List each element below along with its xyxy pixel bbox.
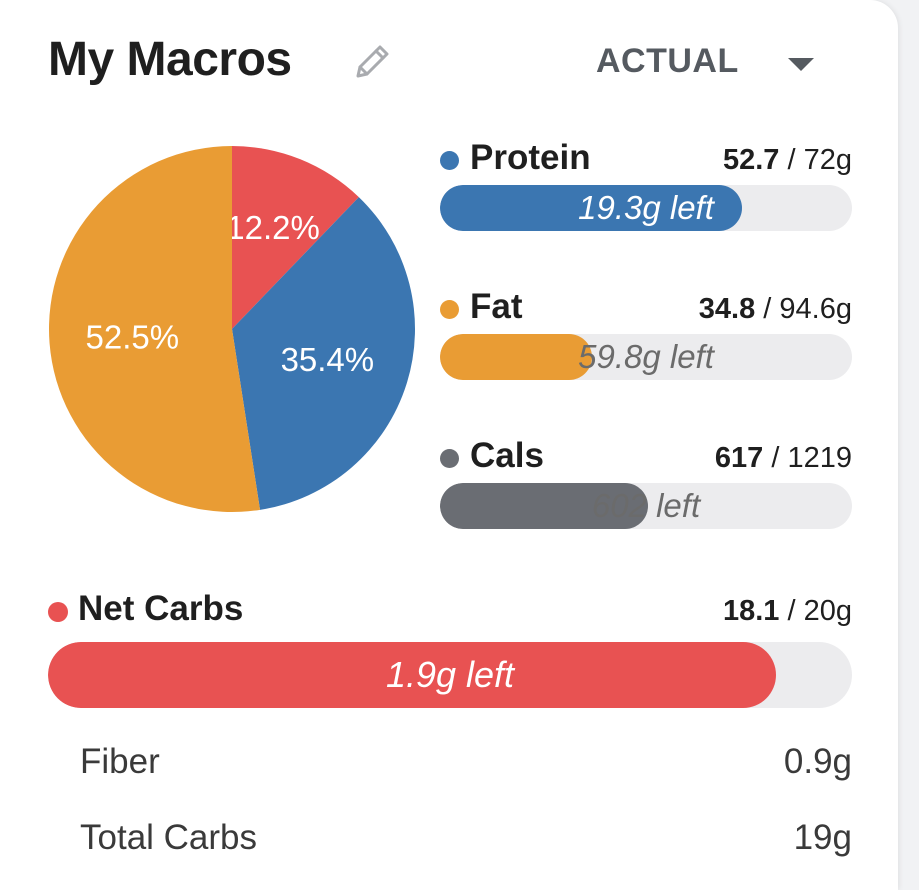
net-carbs-progress-bar: 1.9g left — [48, 642, 852, 708]
detail-value: 19g — [793, 818, 852, 857]
macro-name: Protein — [470, 138, 591, 177]
detail-label: Fiber — [80, 742, 160, 781]
pie-slice — [48, 146, 261, 512]
protein-progress-bar: 19.3g left — [440, 185, 852, 231]
pie-slice — [232, 146, 359, 329]
detail-value: 0.9g — [783, 742, 852, 781]
protein-dot — [440, 151, 459, 170]
progress-fill — [440, 334, 592, 380]
macro-amount: 18.1 / 20g — [722, 595, 852, 627]
remaining-label: 59.8g left — [578, 338, 714, 375]
macro-amount: 34.8 / 94.6g — [698, 293, 852, 325]
macro-amount: 52.7 / 72g — [722, 144, 852, 176]
progress-fill — [440, 185, 742, 231]
cals-dot — [440, 449, 459, 468]
pencil-icon[interactable] — [350, 40, 394, 84]
pie-slice — [232, 197, 415, 510]
pie-slice-label: 35.4% — [281, 341, 375, 378]
fat-dot — [440, 300, 459, 319]
macro-pie-chart: 12.2% 35.4% 52.5% — [48, 146, 415, 512]
cals-progress-bar: 602 left — [440, 483, 852, 529]
remaining-label: 602 left — [591, 487, 701, 524]
detail-label: Total Carbs — [80, 818, 258, 857]
mode-selector-label[interactable]: ACTUAL — [596, 42, 739, 80]
macro-name: Cals — [470, 436, 544, 475]
progress-fill — [440, 483, 649, 529]
net-carbs-dot — [48, 602, 68, 622]
detail-row-total-carbs: Total Carbs 19g — [80, 818, 852, 858]
progress-fill — [48, 642, 776, 708]
macro-name: Net Carbs — [78, 589, 244, 628]
macro-amount: 617 / 1219 — [714, 442, 852, 474]
macro-name: Fat — [470, 287, 523, 326]
pie-slice-label: 12.2% — [226, 209, 320, 246]
detail-row-fiber: Fiber 0.9g — [80, 742, 852, 782]
pie-slice-label: 52.5% — [86, 319, 180, 356]
macros-card: My Macros ACTUAL 12.2% 35.4% 52.5% Protein… — [0, 0, 898, 890]
page-title: My Macros — [48, 33, 292, 86]
remaining-label: 1.9g left — [385, 654, 515, 695]
fat-progress-bar: 59.8g left — [440, 334, 852, 380]
caret-down-icon[interactable] — [786, 55, 816, 73]
remaining-label: 19.3g left — [578, 189, 714, 226]
